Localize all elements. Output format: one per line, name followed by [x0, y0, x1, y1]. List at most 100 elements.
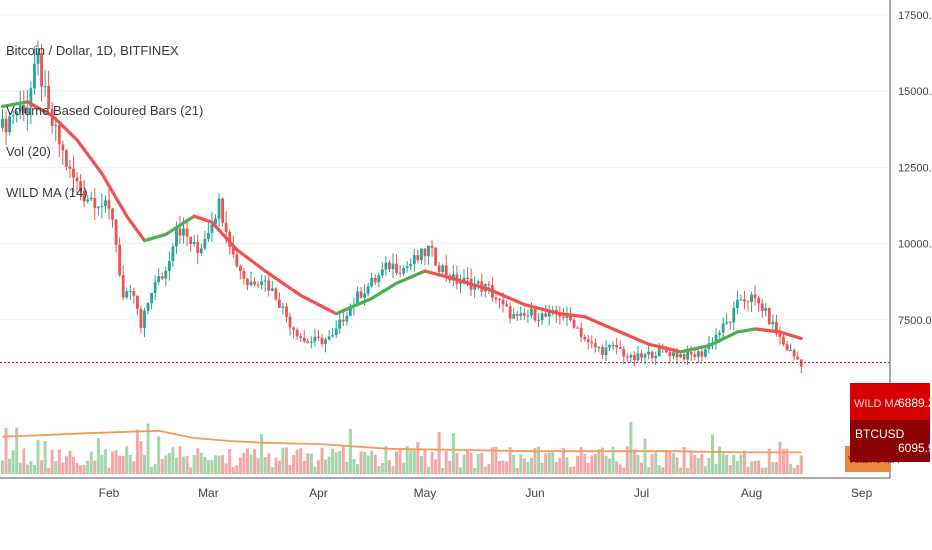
volume-bar [192, 455, 196, 474]
candle-body [515, 314, 519, 316]
candle-body [242, 271, 246, 279]
candle-body [558, 314, 562, 317]
candle-body [281, 306, 285, 308]
price-axis[interactable]: 17500.0 15000.0 12500.0 10000.0 7500.0 [898, 10, 932, 327]
time-tick-label: Jul [634, 486, 649, 500]
candle-body [615, 344, 619, 348]
volume-bar [57, 449, 61, 474]
volume-bar [288, 464, 292, 474]
candle-body [689, 351, 693, 355]
candle-body [629, 354, 633, 358]
candle-body [466, 277, 469, 279]
volume-bar [324, 459, 328, 474]
volume-bar [302, 460, 306, 474]
volume-bar [721, 453, 725, 474]
volume-bar [61, 462, 65, 474]
volume-bar [36, 439, 40, 474]
candle-body [40, 52, 43, 87]
volume-bar [664, 449, 668, 474]
time-tick-label: Apr [309, 486, 328, 500]
candle-body [796, 356, 800, 360]
candle-body [672, 352, 675, 357]
volume-bar [327, 456, 331, 474]
volume-bar [540, 462, 544, 474]
candle-body [295, 329, 299, 337]
candle-body [249, 281, 253, 285]
volume-bar [693, 454, 697, 474]
volume-bar [625, 446, 629, 474]
volume-bar [746, 466, 750, 474]
volume-ma-line [2, 429, 802, 454]
volume-bar [718, 446, 722, 474]
candle-body [214, 218, 217, 225]
price-tick-label: 12500.0 [898, 162, 932, 174]
volume-bar [508, 447, 512, 474]
candle-body [590, 341, 594, 344]
candle-body [11, 115, 15, 117]
wild-ma-tag-value: 6889.2 [898, 396, 932, 410]
volume-bar [79, 465, 83, 474]
volume-bar [640, 462, 643, 474]
candle-body [430, 245, 434, 248]
volume-bar [100, 454, 104, 474]
candle-body [54, 125, 58, 127]
candle-body [650, 351, 654, 359]
volume-bar [512, 455, 516, 474]
volume-bar [544, 453, 548, 474]
volume-bar [114, 450, 118, 474]
candle-body [640, 353, 643, 358]
volume-bar [679, 467, 683, 474]
volume-bar [64, 456, 68, 474]
candle-body [618, 347, 622, 349]
candle-body [412, 255, 416, 264]
volume-bar [150, 466, 154, 474]
volume-bar [75, 462, 79, 474]
volume-bar [40, 460, 44, 474]
volume-bar [345, 461, 349, 474]
volume-bar [615, 461, 619, 474]
candle-body [22, 105, 26, 114]
volume-bar [82, 464, 86, 474]
volume-bar [1, 460, 4, 474]
candle-body [753, 294, 757, 298]
candle-body [597, 347, 601, 349]
volume-bar [703, 466, 707, 474]
volume-bar [235, 465, 239, 474]
volume-bar [231, 467, 235, 474]
volume-bar [700, 454, 704, 474]
indicator-legend-volume-bars[interactable]: Volume Based Coloured Bars (21) [6, 103, 204, 118]
candle-body [231, 247, 235, 255]
volume-bar [778, 441, 782, 474]
volume-bar [356, 464, 359, 474]
volume-bar [714, 464, 718, 474]
time-axis[interactable]: Feb Mar Apr May Jun Jul Aug Sep [99, 486, 873, 500]
candle-body [309, 341, 313, 343]
candlesticks [1, 40, 803, 374]
candle-body [664, 348, 668, 353]
candle-body [136, 295, 139, 310]
candle-body [345, 315, 349, 322]
indicator-legend-wild-ma[interactable]: WILD MA (14) [6, 185, 88, 200]
volume-bar [451, 433, 455, 474]
volume-bar [796, 464, 800, 474]
volume-bar [600, 447, 604, 474]
indicator-legend-vol[interactable]: Vol (20) [6, 144, 51, 159]
volume-bar [143, 455, 146, 474]
candle-body [302, 337, 306, 342]
candle-body [111, 208, 114, 220]
volume-bar [427, 466, 430, 474]
volume-bar [739, 454, 743, 474]
candle-body [611, 344, 615, 346]
volume-bar [725, 454, 729, 474]
candle-body [583, 336, 587, 340]
candle-body [299, 336, 303, 338]
candle-body [210, 224, 214, 233]
candle-body [267, 280, 271, 291]
price-tick-label: 17500.0 [898, 10, 932, 22]
candle-body [292, 327, 295, 330]
time-tick-label: Aug [741, 486, 762, 500]
candle-body [121, 275, 125, 298]
symbol-legend[interactable]: Bitcoin / Dollar, 1D, BITFINEX [6, 43, 179, 58]
candle-body [757, 297, 761, 304]
